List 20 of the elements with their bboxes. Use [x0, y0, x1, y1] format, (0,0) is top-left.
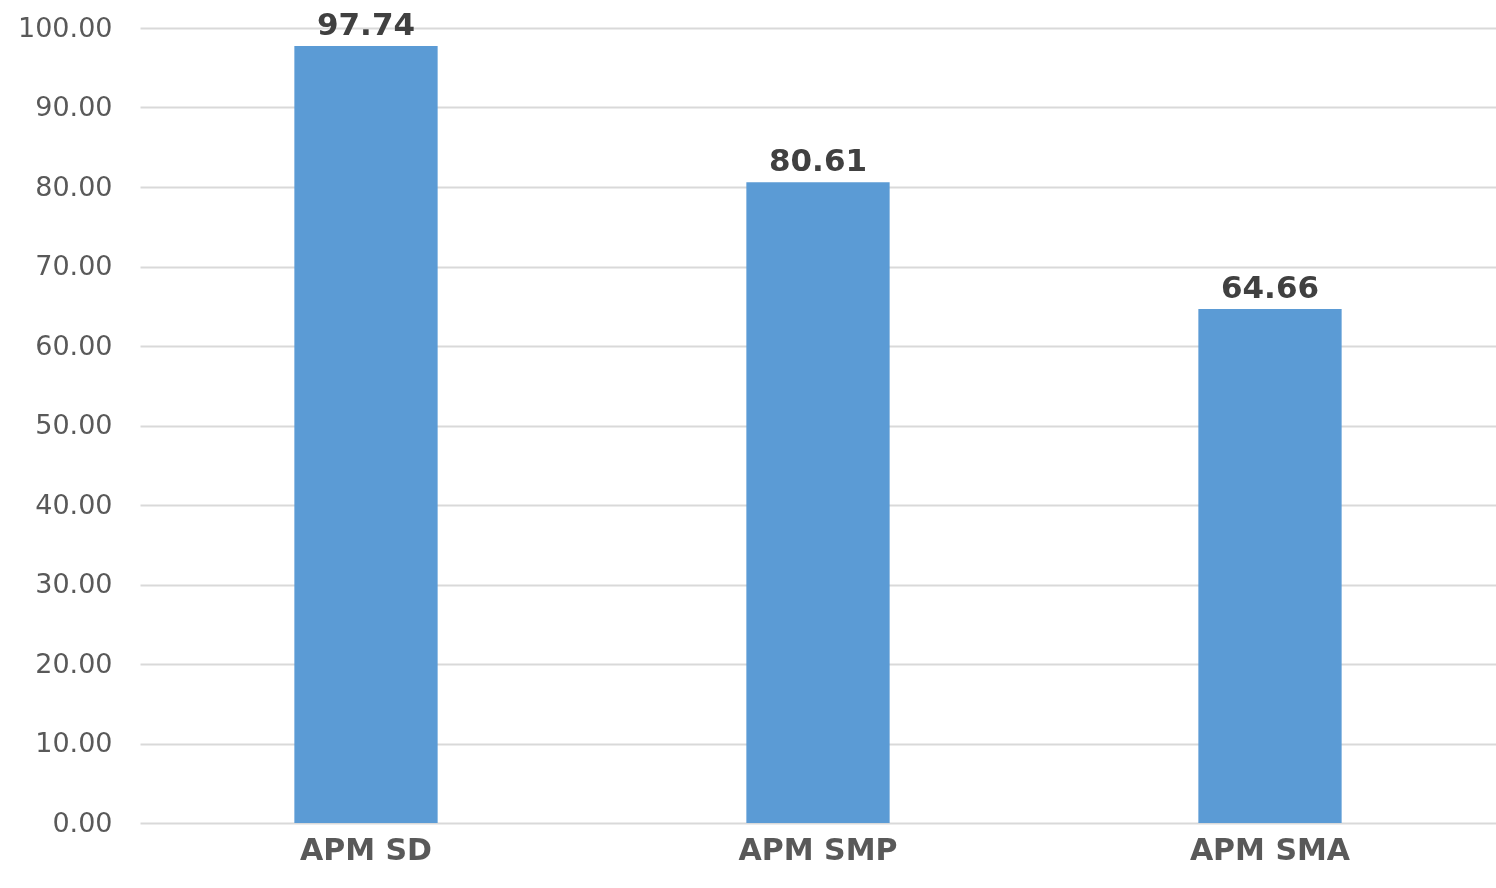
data-label: 64.66	[1220, 268, 1320, 305]
y-tick-label: 50.00	[35, 409, 113, 440]
y-tick-label: 40.00	[35, 488, 113, 520]
y-tick-label: 20.00	[35, 647, 113, 679]
y-tick-label: 90.00	[35, 91, 113, 122]
y-tick-label: 80.00	[35, 170, 113, 202]
y-tick-label: 60.00	[35, 329, 113, 361]
y-tick-label: 70.00	[35, 250, 113, 281]
y-tick-label: 0.00	[52, 806, 113, 838]
y-tick-label: 30.00	[35, 568, 113, 599]
data-label: 80.61	[768, 142, 868, 179]
bar	[294, 45, 438, 823]
x-tick-label: APM SMA	[1189, 831, 1351, 867]
y-tick-label: 100.00	[18, 11, 113, 43]
bar	[1198, 308, 1342, 823]
x-tick-label: APM SD	[299, 831, 433, 867]
bar	[746, 182, 890, 823]
data-label: 97.74	[316, 5, 416, 42]
y-tick-label: 10.00	[35, 727, 113, 758]
x-tick-label: APM SMP	[738, 831, 898, 867]
